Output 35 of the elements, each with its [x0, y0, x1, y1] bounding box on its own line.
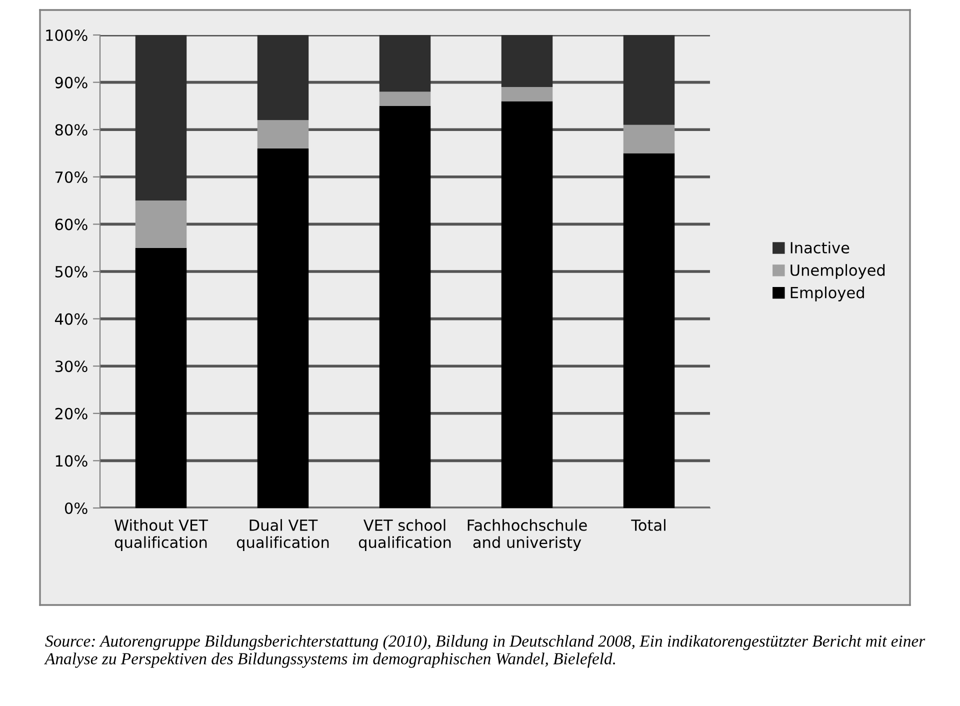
y-tick-label: 20% [55, 408, 88, 420]
x-tick-label: Without VET qualification [114, 519, 208, 552]
x-tick-label: Fachhochschule and univeristy [468, 519, 587, 552]
bar [135, 200, 187, 248]
bar [257, 120, 309, 149]
y-tick-label: 90% [55, 76, 88, 88]
bar [501, 101, 553, 508]
bar [257, 148, 309, 508]
legend-label: Inactive [790, 242, 850, 254]
y-tick-label: 10% [56, 455, 88, 467]
y-tick-label: 30% [55, 360, 88, 372]
y-tick-label: 40% [54, 313, 88, 325]
bar [623, 35, 675, 125]
bar [501, 35, 553, 88]
bar [257, 35, 309, 120]
x-tick-label: VET school qualification [358, 519, 451, 552]
legend-label: Unemployed [790, 264, 885, 279]
source-note: Source: Autorengruppe Bildungsberichterstattung (2010), Bildung in Deutschland 2008, Ein indikatorengestützter Bericht mit einer Analyse zu Perspektiven des Bildungssystems im demographischen Wandel, Bielefeld. [44, 635, 926, 668]
y-tick-label: 100% [46, 29, 88, 42]
legend-label: Employed [790, 286, 864, 302]
x-tick-label: Dual VET qualification [236, 519, 329, 552]
y-tick-label: 80% [55, 124, 88, 136]
y-tick-label: 50% [55, 266, 88, 278]
x-tick-label: Total [631, 519, 666, 531]
y-tick-label: 0% [64, 502, 88, 514]
bar [501, 87, 553, 102]
bar [623, 124, 675, 154]
bar [379, 35, 431, 92]
y-tick-label: 60% [55, 218, 88, 230]
bar [135, 248, 187, 508]
bar [379, 106, 431, 508]
bar [379, 92, 431, 106]
bar [135, 35, 187, 201]
bar [623, 153, 675, 508]
y-tick-label: 70% [55, 171, 88, 183]
